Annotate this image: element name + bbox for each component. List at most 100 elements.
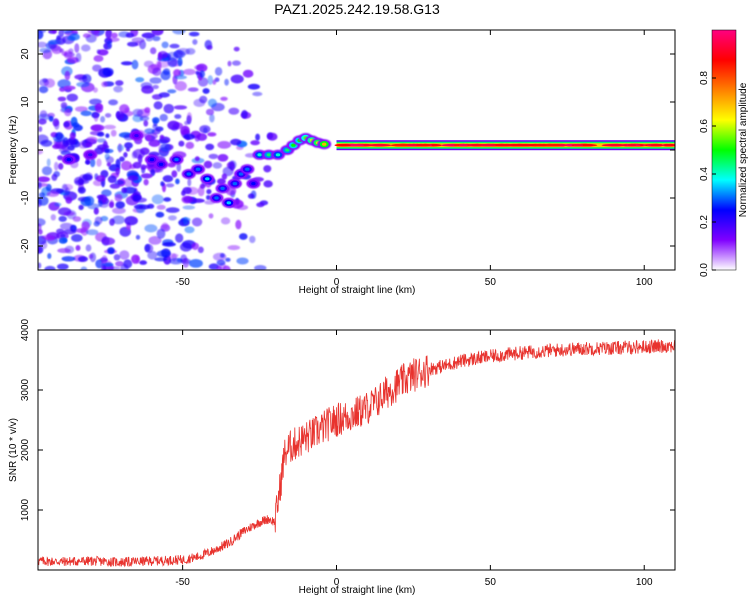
- spectrogram-noise-cell: [63, 211, 75, 216]
- spectrogram-noise-cell: [46, 158, 51, 167]
- spectrogram-noise-cell: [156, 204, 166, 210]
- spectrogram-track-core: [88, 153, 93, 157]
- spectrogram-noise-cell: [121, 160, 132, 171]
- spectrogram-noise-cell: [206, 45, 213, 50]
- spectrogram-noise-cell: [113, 254, 121, 261]
- spectrogram-noise-cell: [102, 140, 108, 149]
- spectrogram-noise-cell: [160, 181, 165, 187]
- spectrogram-noise-cell: [121, 187, 128, 194]
- spectrogram-noise-cell: [82, 33, 91, 38]
- spectrogram-noise-cell: [89, 158, 96, 168]
- spectrogram-band-core: [601, 143, 628, 147]
- spectrogram-noise-cell: [93, 221, 100, 227]
- spectrogram-noise-cell: [174, 50, 183, 59]
- spectrogram-noise-cell: [193, 98, 206, 107]
- spectrogram-noise-cell: [75, 106, 88, 112]
- spectrogram-noise-cell: [132, 194, 142, 202]
- snr-x-axis: -50 0 50 100: [175, 330, 653, 588]
- spectrogram-noise-cell: [191, 217, 203, 227]
- snr-x-tick-label: -50: [175, 577, 190, 588]
- spectrogram-noise-cell: [199, 125, 211, 134]
- spectrogram-noise-cell: [151, 30, 164, 36]
- spectrogram-noise-cell: [80, 266, 88, 270]
- spectrogram-noise-cell: [97, 49, 109, 56]
- spectrogram-noise-cell: [81, 44, 91, 52]
- spectrogram-noise-cell: [38, 86, 49, 94]
- spectrogram-noise-cell: [109, 218, 115, 226]
- spectrogram-noise-cell: [231, 60, 241, 66]
- spectrogram-noise-cell: [96, 138, 106, 143]
- spectrogram-noise-cell: [99, 257, 108, 262]
- spectrogram-noise-cell: [160, 143, 171, 153]
- spectrogram-noise-cell: [160, 70, 171, 81]
- spectrogram-noise-cell: [103, 148, 110, 154]
- spectrogram-noise-cell: [180, 125, 190, 136]
- spectrogram-noise-cell: [208, 213, 214, 219]
- spectrogram-noise-cell: [135, 234, 141, 240]
- spectrogram-band-core: [664, 143, 675, 147]
- spectrogram-xlabel: Height of straight line (km): [299, 285, 416, 296]
- spectrogram-noise-cell: [38, 181, 42, 190]
- spectrogram-noise-cell: [93, 55, 104, 62]
- spectrogram-noise-cell: [101, 81, 108, 88]
- spectrogram-noise-cell: [140, 147, 150, 155]
- spectrogram-noise-cell: [72, 216, 82, 222]
- spectrogram-noise-cell: [74, 43, 80, 53]
- spectrogram-noise-cell: [132, 108, 144, 117]
- spectrogram-noise-cell: [58, 163, 64, 170]
- spectrogram-noise-cell: [57, 248, 71, 254]
- spectrogram-band-core: [500, 143, 514, 147]
- spectrogram-noise-cell: [183, 68, 196, 75]
- spectrogram-x-tick-label: 50: [485, 277, 497, 288]
- spectrogram-noise-cell: [50, 44, 61, 52]
- spectrogram-noise-cell: [115, 111, 125, 120]
- spectrogram-noise-cell: [106, 266, 121, 270]
- spectrogram-noise-cell: [86, 229, 99, 236]
- spectrogram-track-core: [158, 162, 164, 166]
- spectrogram-y-tick-label: -10: [20, 190, 31, 205]
- spectrogram-noise-cell: [153, 101, 163, 110]
- spectrogram-noise-cell: [40, 139, 53, 147]
- spectrogram-y-tick-label: 0: [20, 147, 31, 153]
- spectrogram-noise-cell: [230, 138, 242, 146]
- spectrogram-noise-cell: [87, 30, 101, 35]
- spectrogram-marks: [38, 30, 675, 270]
- spectrogram-noise-cell: [256, 202, 265, 208]
- spectrogram-ylabel: Frequency (Hz): [8, 116, 19, 185]
- spectrogram-track-core: [205, 177, 210, 181]
- spectrogram-noise-cell: [139, 260, 148, 265]
- spectrogram-noise-cell: [177, 57, 183, 67]
- spectrogram-noise-cell: [144, 224, 158, 233]
- spectrogram-x-tick-label: 100: [636, 277, 653, 288]
- spectrogram-noise-cell: [184, 120, 189, 126]
- spectrogram-noise-cell: [171, 170, 178, 178]
- spectrogram-track-core: [245, 167, 250, 171]
- spectrogram-noise-cell: [65, 187, 70, 196]
- spectrogram-noise-cell: [214, 67, 223, 76]
- colorbar-tick-label: 0.0: [699, 263, 710, 277]
- spectrogram-noise-cell: [224, 78, 229, 86]
- spectrogram-noise-cell: [124, 142, 133, 149]
- spectrogram-noise-cell: [89, 252, 97, 263]
- spectrogram-noise-cell: [156, 59, 170, 68]
- spectrogram-noise-cell: [127, 175, 139, 181]
- spectrogram-noise-cell: [47, 112, 55, 119]
- spectrogram-noise-cell: [107, 175, 117, 184]
- spectrogram-noise-cell: [100, 116, 106, 123]
- spectrogram-noise-cell: [38, 126, 43, 132]
- spectrogram-noise-cell: [236, 204, 249, 211]
- snr-x-tick-label: 0: [334, 577, 340, 588]
- spectrogram-noise-cell: [175, 178, 180, 185]
- spectrogram-noise-cell: [93, 207, 99, 215]
- spectrogram-noise-cell: [101, 265, 107, 270]
- spectrogram-noise-cell: [106, 162, 112, 167]
- spectrogram-noise-cell: [97, 199, 103, 207]
- spectrogram-noise-cell: [64, 108, 72, 117]
- spectrogram-noise-cell: [115, 80, 124, 86]
- spectrogram-noise-cell: [75, 245, 81, 251]
- colorbar-tick-label: 0.2: [699, 215, 710, 229]
- spectrogram-track-core: [257, 153, 262, 157]
- spectrogram-noise-cell: [47, 253, 52, 259]
- spectrogram-noise-cell: [152, 123, 158, 130]
- spectrogram-noise-cell: [228, 160, 237, 170]
